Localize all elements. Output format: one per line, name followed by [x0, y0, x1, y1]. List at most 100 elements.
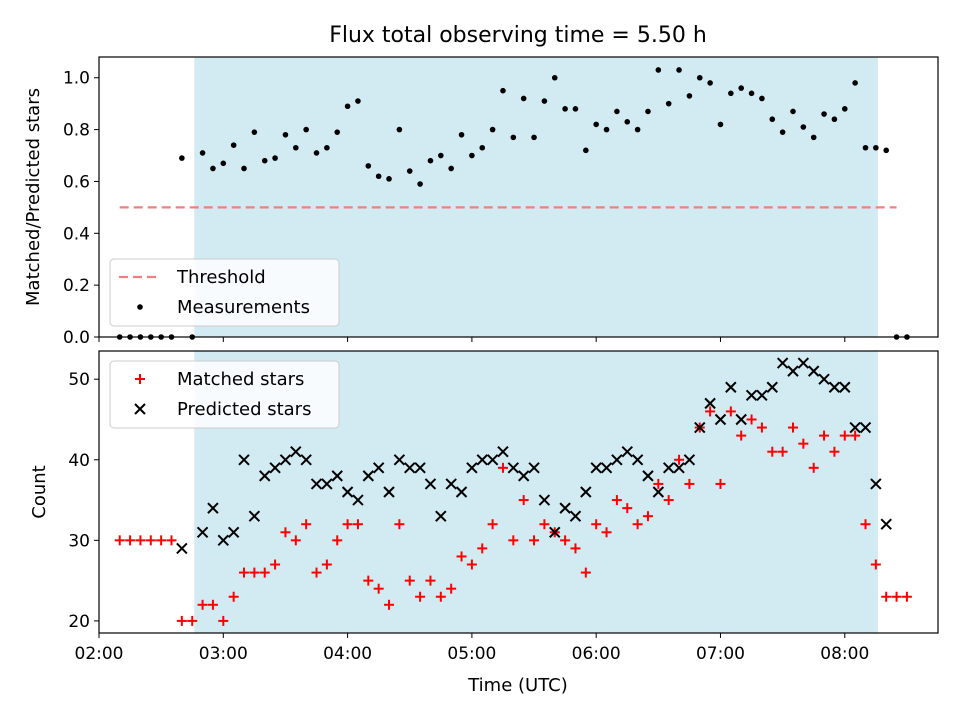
- data-point-matched-stars: [166, 535, 177, 546]
- y-tick-label: 40: [68, 451, 90, 471]
- data-point-measurements: [520, 95, 527, 102]
- data-point-matched-stars: [870, 559, 881, 570]
- data-point-predicted-stars: [341, 486, 354, 498]
- data-point-measurements: [603, 126, 610, 133]
- data-point-measurements: [810, 134, 817, 141]
- axes-frame: [98, 350, 939, 634]
- data-point-measurements: [427, 157, 434, 164]
- data-point-predicted-stars: [725, 381, 737, 393]
- data-point-measurements: [220, 160, 227, 167]
- data-point-predicted-stars: [259, 470, 271, 482]
- data-point-measurements: [696, 74, 703, 81]
- data-point-predicted-stars: [331, 470, 343, 482]
- data-point-matched-stars: [207, 599, 218, 610]
- data-point-matched-stars: [487, 519, 498, 530]
- data-point-matched-stars: [684, 478, 695, 489]
- data-point-measurements: [510, 134, 517, 141]
- data-point-measurements: [572, 106, 579, 112]
- data-point-predicted-stars: [580, 486, 592, 498]
- data-point-predicted-stars: [310, 478, 323, 490]
- data-point-matched-stars: [560, 535, 571, 546]
- data-point-measurements: [406, 168, 413, 174]
- data-point-predicted-stars: [227, 526, 240, 538]
- data-point-measurements: [313, 150, 320, 156]
- data-point-matched-stars: [736, 430, 747, 441]
- data-point-measurements: [303, 126, 309, 133]
- data-point-predicted-stars: [290, 446, 302, 458]
- data-point-measurements: [686, 93, 693, 99]
- data-point-measurements: [251, 129, 258, 135]
- data-point-predicted-stars: [569, 510, 582, 522]
- legend-label: Predicted stars: [177, 399, 311, 420]
- data-point-matched-stars: [891, 591, 902, 602]
- data-point-predicted-stars: [404, 462, 416, 474]
- data-point-measurements: [355, 98, 361, 104]
- data-point-measurements: [821, 111, 827, 117]
- data-point-predicted-stars: [600, 462, 613, 474]
- data-point-matched-stars: [860, 519, 871, 530]
- data-point-predicted-stars: [321, 478, 333, 490]
- data-point-matched-stars: [342, 519, 353, 530]
- data-point-predicted-stars: [517, 470, 530, 482]
- data-point-matched-stars: [839, 430, 850, 441]
- data-point-matched-stars: [591, 519, 602, 530]
- data-point-predicted-stars: [217, 534, 230, 547]
- data-point-measurements: [655, 67, 662, 73]
- data-point-matched-stars: [881, 591, 892, 602]
- data-point-predicted-stars: [631, 454, 644, 466]
- data-point-matched-stars: [404, 575, 415, 586]
- y-tick-label: 0.0: [63, 328, 90, 348]
- data-point-measurements: [417, 181, 423, 187]
- chart-title: Flux total observing time = 5.50 h: [329, 23, 707, 48]
- x-tick-label: 06:00: [572, 644, 621, 664]
- data-point-measurements: [489, 126, 496, 133]
- data-point-predicted-stars: [745, 389, 758, 402]
- data-point-measurements: [645, 108, 651, 115]
- legend-label: Matched stars: [177, 369, 304, 390]
- data-point-predicted-stars: [714, 413, 727, 426]
- data-point-measurements: [634, 126, 641, 133]
- data-point-predicted-stars: [238, 454, 250, 466]
- data-point-matched-stars: [529, 535, 540, 546]
- data-point-matched-stars: [373, 583, 384, 594]
- data-point-measurements: [883, 147, 890, 154]
- data-point-measurements: [261, 157, 268, 164]
- data-point-matched-stars: [176, 615, 187, 626]
- data-point-predicted-stars: [590, 462, 602, 474]
- data-point-matched-stars: [570, 543, 581, 554]
- data-point-matched-stars: [145, 535, 156, 546]
- data-point-measurements: [790, 108, 796, 115]
- data-point-predicted-stars: [435, 510, 447, 522]
- data-point-measurements: [738, 85, 744, 91]
- data-point-measurements: [334, 129, 341, 135]
- data-point-predicted-stars: [507, 462, 520, 474]
- data-point-measurements: [448, 165, 454, 172]
- data-point-predicted-stars: [279, 454, 292, 466]
- x-tick-label: 05:00: [447, 644, 496, 664]
- legend-label: Measurements: [177, 297, 310, 318]
- data-point-matched-stars: [456, 551, 467, 562]
- data-point-matched-stars: [798, 438, 809, 449]
- data-point-predicted-stars: [300, 454, 312, 466]
- data-point-matched-stars: [715, 478, 726, 489]
- x-tick-label: 08:00: [820, 644, 869, 664]
- data-point-measurements: [531, 134, 537, 141]
- data-point-predicted-stars: [766, 381, 778, 393]
- data-point-predicted-stars: [424, 478, 437, 490]
- data-point-predicted-stars: [269, 462, 281, 474]
- data-point-measurements: [583, 147, 589, 154]
- data-point-matched-stars: [280, 527, 291, 538]
- y-tick-label: 30: [68, 531, 90, 551]
- data-point-matched-stars: [125, 535, 136, 546]
- data-point-measurements: [179, 155, 185, 161]
- data-point-predicted-stars: [362, 470, 375, 482]
- data-point-matched-stars: [135, 535, 146, 546]
- y-tick-label: 0.6: [63, 172, 90, 192]
- data-points: [116, 67, 910, 340]
- data-point-measurements: [375, 173, 382, 180]
- data-point-measurements: [769, 116, 776, 123]
- x-tick-label: 04:00: [323, 644, 372, 664]
- data-point-matched-stars: [850, 430, 861, 441]
- data-point-matched-stars: [829, 446, 840, 457]
- data-point-measurements: [862, 144, 869, 151]
